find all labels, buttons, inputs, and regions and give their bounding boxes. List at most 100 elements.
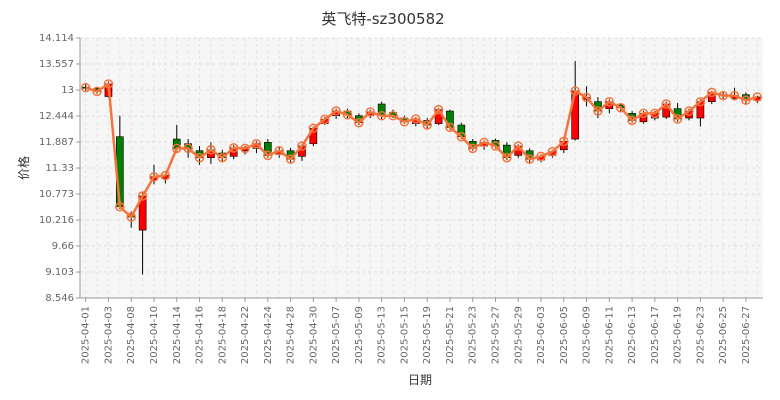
x-tick-label: 2025-04-18 (217, 306, 228, 364)
x-tick-label: 2025-04-03 (103, 306, 114, 364)
ma-point (160, 170, 171, 181)
ma-point (513, 141, 524, 151)
ma-point (661, 99, 671, 109)
x-tick-label: 2025-05-09 (354, 306, 365, 364)
ma-point (354, 117, 364, 128)
x-tick-label: 2025-05-21 (445, 306, 456, 364)
ma-point (240, 143, 250, 154)
ma-point (604, 96, 615, 107)
y-tick-label: 10.773 (39, 189, 74, 200)
ma-point (593, 106, 603, 116)
x-tick-label: 2025-04-22 (240, 306, 251, 364)
y-axis: 14.114 13.557 13 12.444 11.887 11.33 10.773 10.… (39, 33, 81, 304)
x-tick-label: 2025-04-08 (126, 306, 137, 364)
ma-point (331, 106, 341, 116)
x-tick-label: 2025-06-25 (718, 306, 729, 364)
ma-point (308, 123, 319, 134)
x-tick-label: 2025-06-09 (582, 306, 593, 364)
ma-point (445, 122, 455, 133)
x-tick-label: 2025-04-14 (172, 306, 183, 364)
ma-point (695, 96, 706, 107)
ma-point (92, 86, 102, 97)
y-tick-label: 13.557 (39, 59, 74, 70)
ma-point (536, 151, 546, 162)
x-axis: 2025-04-01 2025-04-03 2025-04-08 2025-04-10… (80, 297, 763, 364)
x-tick-label: 2025-04-28 (286, 306, 297, 364)
chart-title: 英飞特-sz300582 (321, 10, 444, 28)
x-tick-label: 2025-06-17 (650, 306, 661, 364)
ma-point (126, 212, 136, 222)
ma-point (559, 136, 569, 147)
ma-point (183, 143, 193, 154)
x-tick-label: 2025-05-15 (399, 306, 410, 364)
ma-point (217, 152, 228, 163)
y-tick-label: 9.66 (52, 241, 74, 252)
ma-line (85, 82, 758, 219)
plot-area (80, 38, 763, 298)
x-tick-label: 2025-06-23 (695, 306, 706, 364)
ma-point (274, 145, 284, 156)
ma-point (433, 104, 444, 115)
x-tick-label: 2025-06-13 (627, 306, 638, 364)
x-tick-label: 2025-05-23 (468, 306, 479, 364)
ma-point (570, 86, 580, 96)
ma-point (228, 143, 239, 153)
ma-point (467, 143, 478, 154)
ma-point (638, 108, 649, 119)
x-tick-label: 2025-05-19 (422, 306, 433, 364)
ma-point (388, 110, 398, 121)
ma-point (581, 92, 592, 103)
ma-point (422, 120, 432, 130)
x-tick-label: 2025-04-10 (149, 306, 160, 364)
ma-point (263, 150, 273, 161)
x-tick-label: 2025-06-19 (673, 306, 684, 364)
ma-point (490, 141, 501, 151)
x-tick-label: 2025-05-07 (331, 306, 342, 364)
x-tick-label: 2025-05-27 (490, 306, 501, 364)
ma-point (149, 172, 159, 182)
x-tick-label: 2025-05-29 (513, 306, 524, 364)
ma-point (206, 145, 216, 155)
y-tick-label: 8.546 (45, 293, 74, 304)
ma-point (137, 191, 148, 201)
ma-point (524, 154, 535, 164)
ma-point (285, 154, 296, 164)
ma-point (297, 141, 307, 151)
ma-point (615, 103, 626, 113)
ma-point (172, 143, 182, 154)
x-tick-label: 2025-04-16 (195, 306, 206, 364)
x-tick-label: 2025-06-27 (741, 306, 752, 364)
y-tick-label: 12.444 (39, 111, 74, 122)
y-tick-label: 11.887 (39, 137, 74, 148)
ma-point (456, 131, 467, 142)
ma-point (365, 107, 376, 117)
ma-point (718, 90, 728, 101)
x-tick-label: 2025-06-03 (536, 306, 547, 364)
ma-point (342, 110, 353, 120)
x-axis-label: 日期 (408, 373, 432, 387)
ma-point (479, 137, 489, 148)
moving-average (80, 79, 763, 222)
ma-point (194, 152, 205, 163)
ma-point (115, 202, 125, 212)
ma-point (319, 114, 330, 125)
y-axis-label: 价格 (16, 156, 31, 180)
ma-point (707, 87, 717, 98)
x-tick-label: 2025-06-05 (559, 306, 570, 364)
x-tick-label: 2025-06-11 (604, 306, 615, 364)
x-tick-label: 2025-04-30 (308, 306, 319, 364)
ma-point (672, 114, 683, 124)
ma-point (411, 114, 421, 124)
ma-point (502, 152, 512, 163)
ma-point (251, 138, 262, 149)
ma-point (399, 117, 410, 127)
y-tick-label: 10.216 (39, 215, 74, 226)
y-tick-label: 13 (61, 85, 74, 96)
y-tick-label: 9.103 (45, 267, 74, 278)
ma-point (729, 90, 740, 101)
x-tick-label: 2025-05-13 (377, 306, 388, 364)
ma-point (684, 106, 694, 116)
ma-point (650, 108, 660, 119)
x-tick-label: 2025-04-24 (263, 306, 274, 364)
